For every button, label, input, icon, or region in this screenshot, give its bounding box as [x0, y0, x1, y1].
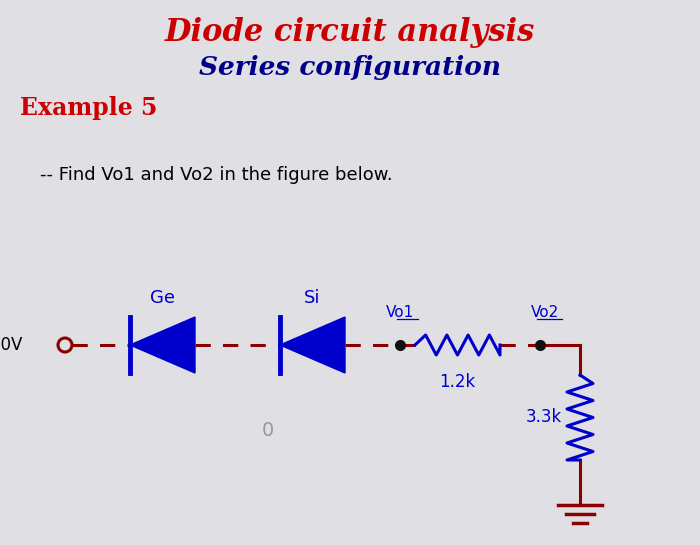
Text: Ge: Ge	[150, 289, 175, 307]
Text: Series configuration: Series configuration	[199, 56, 501, 81]
Text: Vo1: Vo1	[386, 305, 414, 320]
Text: -- Find Vo1 and Vo2 in the figure below.: -- Find Vo1 and Vo2 in the figure below.	[40, 166, 393, 184]
Text: Example 5: Example 5	[20, 96, 158, 120]
Text: 3.3k: 3.3k	[526, 409, 562, 427]
Text: Si: Si	[304, 289, 321, 307]
Text: Diode circuit analysis: Diode circuit analysis	[165, 16, 535, 47]
Text: -10V: -10V	[0, 336, 23, 354]
Text: Vo2: Vo2	[531, 305, 559, 320]
Text: 0: 0	[262, 421, 274, 439]
Polygon shape	[130, 317, 195, 373]
Polygon shape	[280, 317, 345, 373]
Text: 1.2k: 1.2k	[440, 373, 475, 391]
